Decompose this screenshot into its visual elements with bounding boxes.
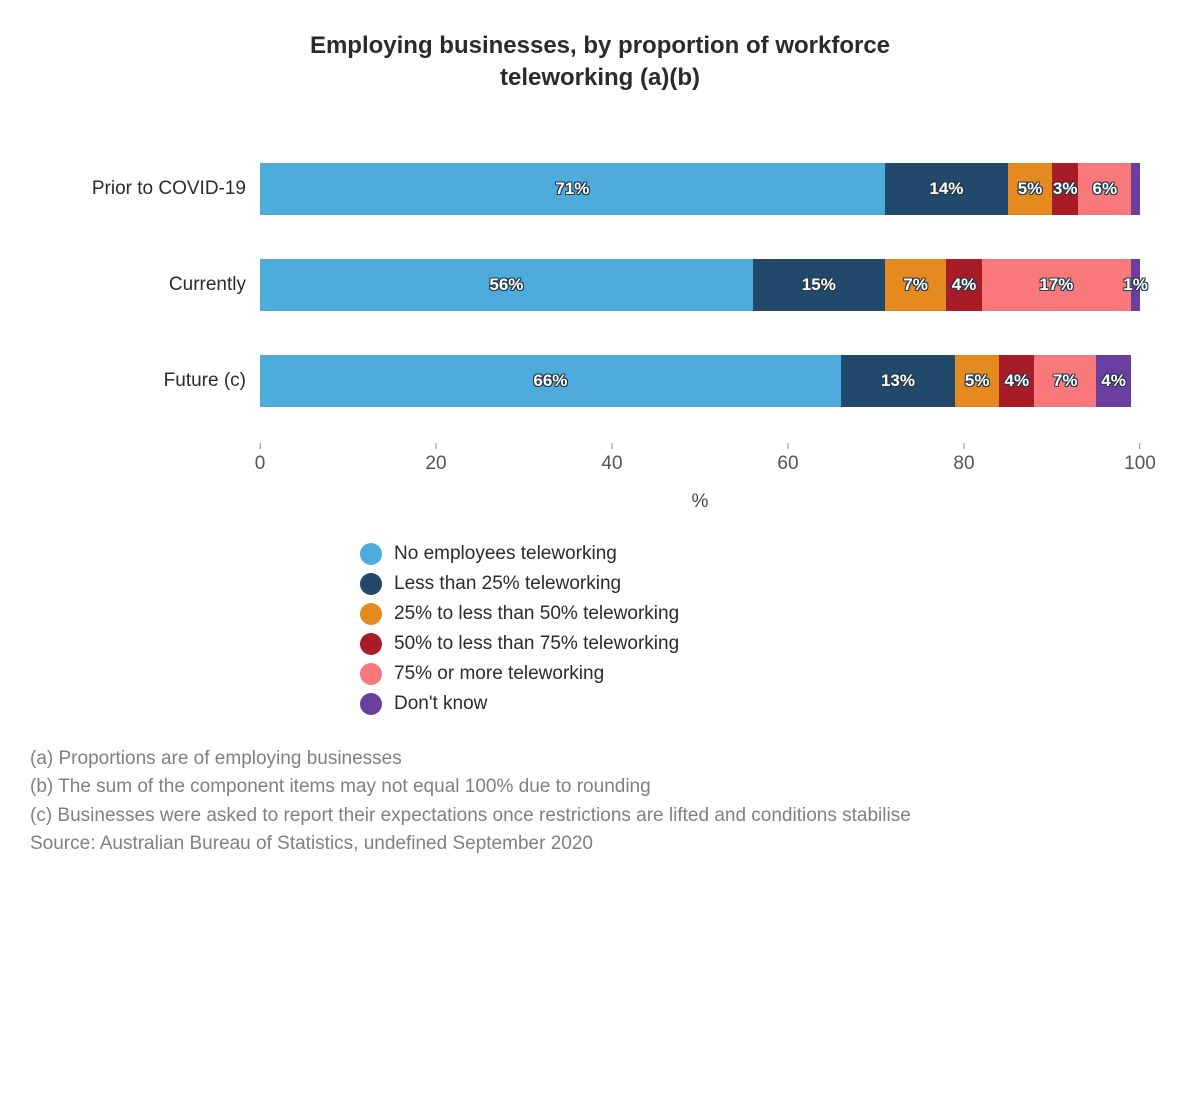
segment-value-label: 13% [881,371,915,391]
legend-label: 75% or more teleworking [394,663,604,685]
segment-value-label: 66% [533,371,567,391]
bar-row: Future (c) 66% 13% 5% 4% 7% 4% [60,347,1140,415]
x-axis: 020406080100 [260,443,1140,483]
x-tick-label: 80 [953,453,974,474]
bar-segment: 4% [1096,355,1131,407]
legend-label: Don't know [394,693,487,715]
legend-label: No employees teleworking [394,543,617,565]
segment-value-label: 7% [1053,371,1078,391]
bar-segment: 1% [1131,259,1140,311]
footnote-line: Source: Australian Bureau of Statistics,… [30,830,1170,859]
x-tick: 60 [777,443,798,475]
x-tick-label: 40 [601,453,622,474]
bar-row: Prior to COVID-19 71% 14% 5% 3% 6% [60,155,1140,223]
segment-value-label: 56% [489,275,523,295]
segment-value-label: 14% [929,179,963,199]
segment-value-label: 6% [1092,179,1117,199]
category-label: Currently [60,274,260,296]
footnote-line: (a) Proportions are of employing busines… [30,745,1170,774]
x-tick: 0 [255,443,266,475]
bar-segment: 6% [1078,163,1131,215]
x-tick: 20 [425,443,446,475]
legend-label: 25% to less than 50% teleworking [394,603,679,625]
bar-segment: 4% [999,355,1034,407]
legend-swatch [360,603,382,625]
x-tick: 100 [1124,443,1156,475]
footnote-line: (c) Businesses were asked to report thei… [30,802,1170,831]
stacked-bar-chart: Prior to COVID-1971%14%5%3%6%Currently56… [60,155,1140,715]
legend-label: 50% to less than 75% teleworking [394,633,679,655]
footnote-line: (b) The sum of the component items may n… [30,773,1170,802]
bar-segment: 13% [841,355,955,407]
bar-segment: 3% [1052,163,1078,215]
bar-segment: 66% [260,355,841,407]
bar-segment: 5% [1008,163,1052,215]
bar-segment: 14% [885,163,1008,215]
segment-value-label: 7% [903,275,928,295]
bar-segment: 71% [260,163,885,215]
bar-segment: 4% [946,259,981,311]
legend-item: Less than 25% teleworking [360,573,1140,595]
bar-segment: 7% [885,259,947,311]
legend-swatch [360,693,382,715]
segment-value-label: 4% [952,275,977,295]
bar-segment: 17% [982,259,1132,311]
legend-item: No employees teleworking [360,543,1140,565]
chart-title: Employing businesses, by proportion of w… [190,30,1010,95]
segment-value-label: 71% [555,179,589,199]
legend-item: Don't know [360,693,1140,715]
bar-segment: 7% [1034,355,1096,407]
segment-value-label: 3% [1053,179,1078,199]
bar-segment [1131,163,1140,215]
x-tick: 80 [953,443,974,475]
bar-segment: 5% [955,355,999,407]
segment-value-label: 4% [1101,371,1126,391]
x-axis-label: % [260,491,1140,513]
legend: No employees teleworking Less than 25% te… [360,543,1140,715]
x-tick: 40 [601,443,622,475]
x-tick-label: 0 [255,453,266,474]
legend-item: 75% or more teleworking [360,663,1140,685]
bar-track: 66% 13% 5% 4% 7% 4% [260,355,1140,407]
segment-value-label: 5% [965,371,990,391]
bar-segment: 56% [260,259,753,311]
x-tick-label: 60 [777,453,798,474]
legend-swatch [360,633,382,655]
title-line-1: Employing businesses, by proportion of w… [310,32,890,59]
title-line-2: teleworking (a)(b) [500,64,700,91]
bar-segment: 15% [753,259,885,311]
segment-value-label: 5% [1018,179,1043,199]
category-label: Prior to COVID-19 [60,178,260,200]
legend-swatch [360,573,382,595]
x-tick-label: 100 [1124,453,1156,474]
legend-item: 50% to less than 75% teleworking [360,633,1140,655]
legend-swatch [360,663,382,685]
segment-value-label: 4% [1004,371,1029,391]
x-tick-label: 20 [425,453,446,474]
category-label: Future (c) [60,370,260,392]
footnotes: (a) Proportions are of employing busines… [30,745,1170,859]
segment-value-label: 15% [802,275,836,295]
legend-label: Less than 25% teleworking [394,573,621,595]
legend-swatch [360,543,382,565]
bar-row: Currently 56% 15% 7% 4% 17% 1% [60,251,1140,319]
segment-value-label: 1% [1123,275,1148,295]
legend-item: 25% to less than 50% teleworking [360,603,1140,625]
bar-track: 56% 15% 7% 4% 17% 1% [260,259,1140,311]
bar-track: 71% 14% 5% 3% 6% [260,163,1140,215]
segment-value-label: 17% [1039,275,1073,295]
